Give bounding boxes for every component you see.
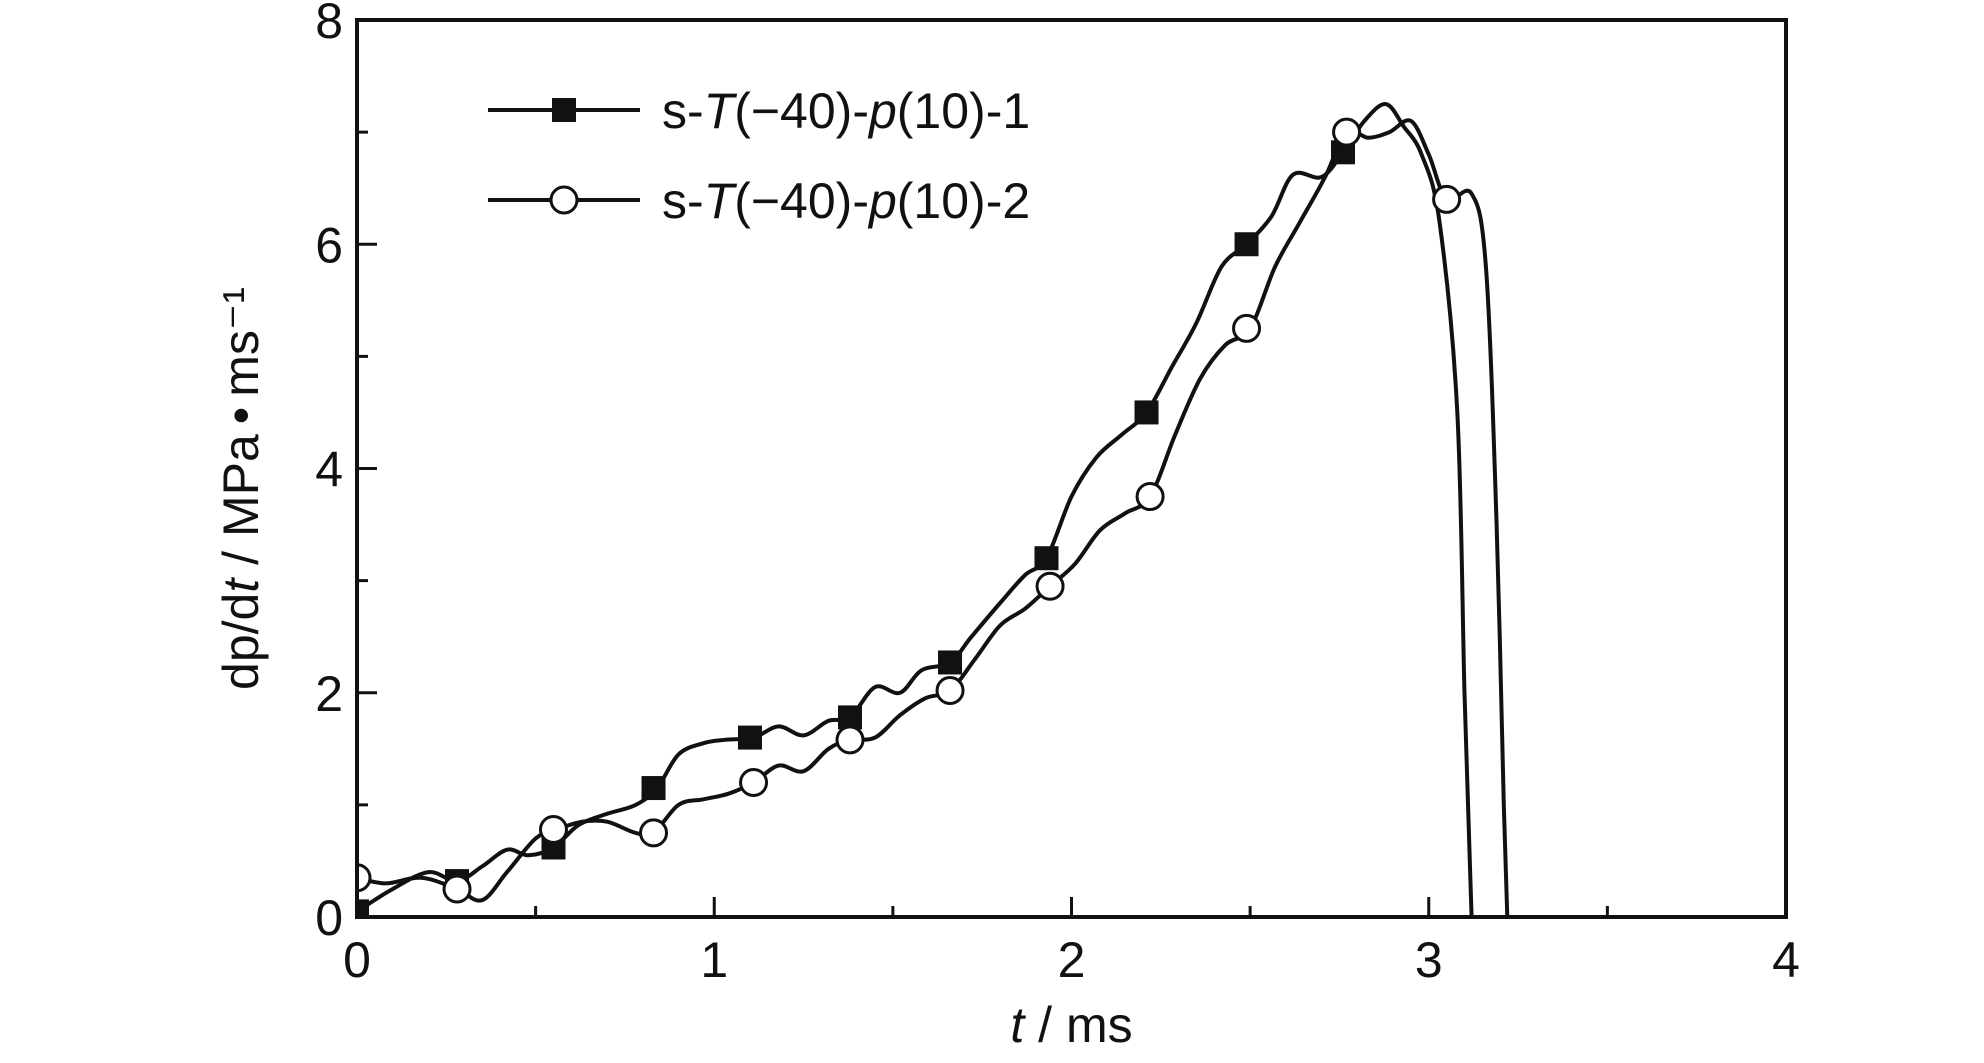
series-2-marker xyxy=(1332,117,1362,147)
x-tick-label: 0 xyxy=(343,932,371,988)
x-tick-label: 3 xyxy=(1415,932,1443,988)
y-tick-label: 2 xyxy=(315,666,343,722)
legend-label-series-2: s-T(−40)-p(10)-2 xyxy=(662,173,1030,229)
y-tick-label: 4 xyxy=(315,442,343,498)
series-2-marker xyxy=(835,725,865,755)
legend-marker-series-2 xyxy=(549,185,579,215)
series-1-marker xyxy=(357,899,369,917)
series-layer xyxy=(357,102,1510,917)
series-2-line xyxy=(357,118,1510,917)
series-2-marker xyxy=(1035,571,1065,601)
series-2-marker xyxy=(1232,313,1262,343)
y-tick-label: 8 xyxy=(315,0,343,49)
series-1-marker xyxy=(737,725,762,750)
x-tick-label: 2 xyxy=(1058,932,1086,988)
series-1-marker xyxy=(641,776,666,801)
series-1-marker xyxy=(1134,400,1159,425)
series-2-marker xyxy=(357,863,372,893)
y-axis-label-var: t xyxy=(213,577,269,593)
series-2-marker xyxy=(442,874,472,904)
series-1-marker xyxy=(938,650,963,675)
series-2-marker xyxy=(639,818,669,848)
y-axis-label-unit: / MPa • ms⁻¹ xyxy=(213,287,269,579)
legend-marker-series-1 xyxy=(552,98,576,122)
y-axis-label: dp/dt / MPa • ms⁻¹ xyxy=(213,287,269,690)
series-2-marker xyxy=(1135,482,1165,512)
x-axis-label: t / ms xyxy=(1010,997,1132,1053)
x-tick-label: 1 xyxy=(700,932,728,988)
series-2-marker xyxy=(739,767,769,797)
y-axis-label-pre: dp/d xyxy=(213,593,269,690)
series-2 xyxy=(357,117,1510,917)
series-2-marker xyxy=(538,815,568,845)
legend: s-T(−40)-p(10)-1 s-T(−40)-p(10)-2 xyxy=(488,83,1030,229)
legend-label-series-1: s-T(−40)-p(10)-1 xyxy=(662,83,1030,139)
x-axis-label-unit: / ms xyxy=(1024,997,1132,1053)
plot-frame xyxy=(355,18,1788,919)
ticks-layer: 0 1 2 3 4 0 2 4 6 8 xyxy=(315,0,1800,988)
series-1-marker xyxy=(1234,232,1259,257)
x-tick-label: 4 xyxy=(1772,932,1800,988)
y-tick-label: 0 xyxy=(315,890,343,946)
series-1-marker xyxy=(1034,546,1059,571)
y-tick-label: 6 xyxy=(315,217,343,273)
series-2-marker xyxy=(935,676,965,706)
x-axis-label-var: t xyxy=(1010,997,1026,1053)
series-2-marker xyxy=(1432,184,1462,214)
